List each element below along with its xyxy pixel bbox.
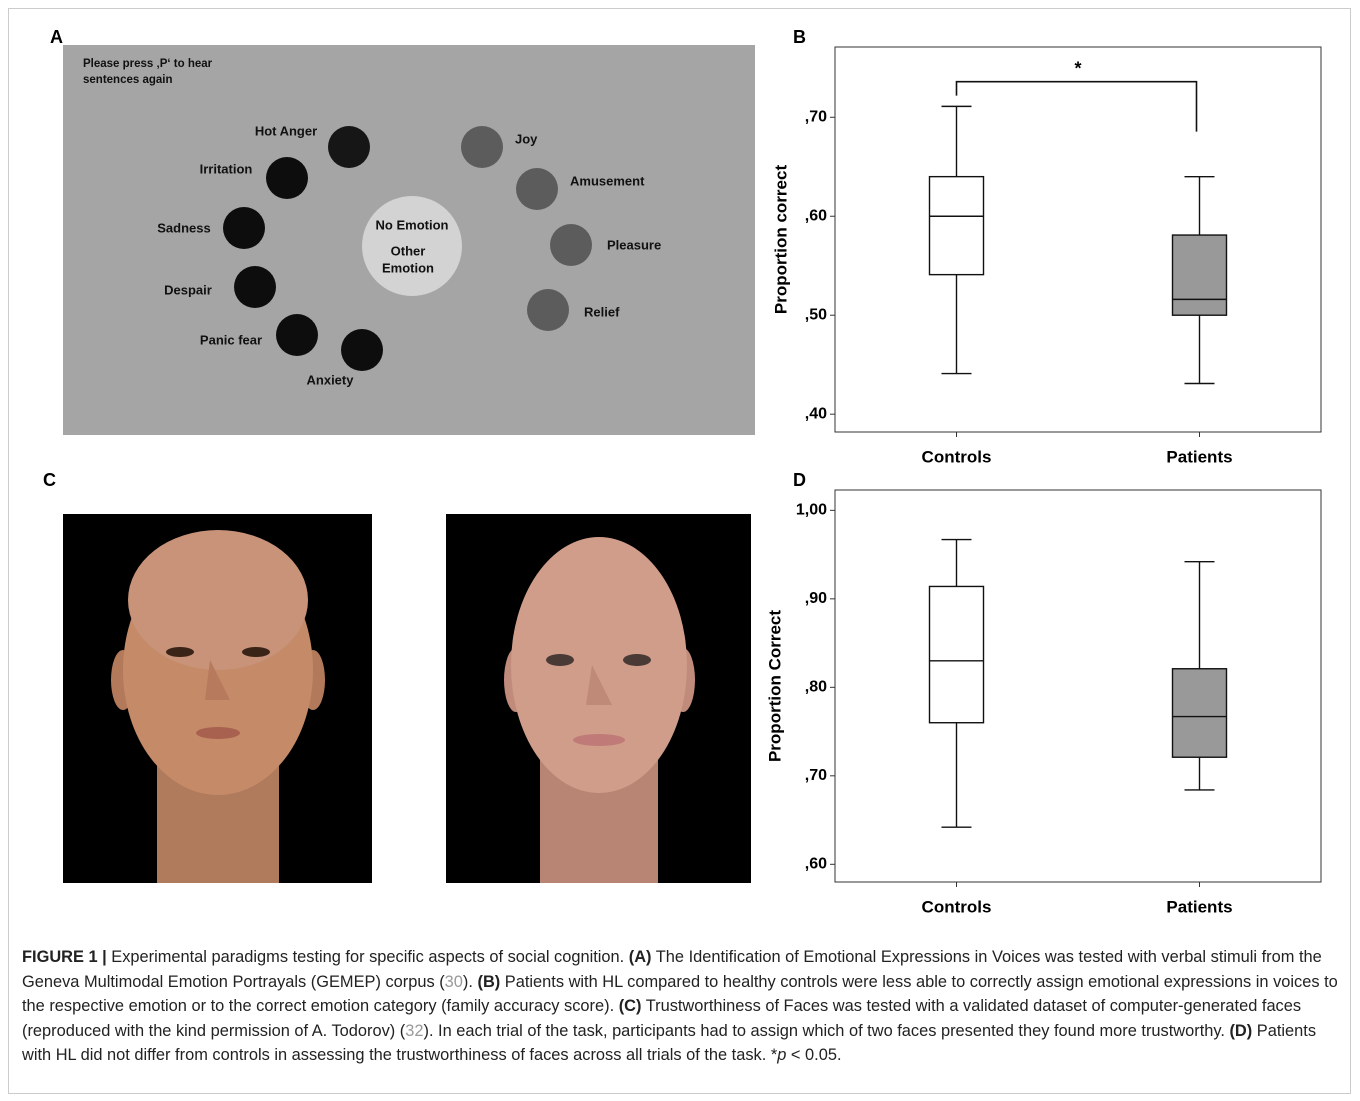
box [928,585,985,724]
caption-part: (A) [628,948,652,966]
caption-part: Experimental paradigms testing for speci… [106,948,629,966]
instruction: Please press ‚P‘ to hear [83,58,213,70]
face-right [446,514,751,883]
emotion-circle[interactable] [234,266,276,308]
figure [8,8,1351,1094]
y-tick-label: ,80 [805,679,827,696]
caption-part: < 0.05. [786,1046,842,1065]
y-tick-label: 1,00 [796,502,827,519]
emotion-circle[interactable] [266,157,308,199]
center-circle[interactable] [362,196,462,296]
emotion-label: Irritation [200,161,253,176]
panel-label: A [50,27,63,47]
caption-part: Patients with HL did not differ from con… [22,1021,1317,1065]
plot-frame [834,46,1322,433]
box [1171,234,1228,316]
emotion-label: Relief [584,304,620,319]
y-tick-label: ,60 [805,856,827,873]
caption-part: The Identification of Emotional Expressi… [22,948,1322,991]
y-axis-label: Proportion Correct [765,610,784,762]
panel-label: D [793,470,806,490]
caption-part: FIGURE 1 | [22,948,107,966]
center-label: Other [391,243,426,258]
emotion-label: Pleasure [607,237,661,252]
emotion-circle[interactable] [223,207,265,249]
caption: FIGURE 1 | Experimental paradigms testin… [22,945,1344,1068]
caption-part: (B) [477,972,501,991]
emotion-circle[interactable] [276,314,318,356]
y-tick-label: ,60 [805,207,827,224]
emotion-circle[interactable] [527,289,569,331]
x-tick-label: Controls [922,897,992,916]
emotion-label: Anxiety [307,372,355,387]
plot-frame [834,489,1322,883]
caption-part: (D) [1229,1021,1253,1040]
positive-circles [461,126,592,331]
x-tick-label: Patients [1166,447,1232,466]
caption-part: (C) [618,997,642,1016]
significance-star: * [1074,58,1081,78]
emotion-label: Panic fear [200,332,262,347]
caption-part: p [777,1046,787,1065]
y-tick-label: ,70 [805,767,827,784]
caption-part: ). [462,972,478,991]
caption-part: Trustworthiness of Faces was tested with… [22,997,1302,1040]
face-left [63,514,372,883]
y-axis-label: Proportion correct [771,165,790,315]
y-tick-label: ,70 [805,108,827,125]
emotion-circle[interactable] [461,126,503,168]
emotion-label: Amusement [570,173,645,188]
caption-part: ). In each trial of the task, participan… [423,1021,1230,1040]
y-tick-label: ,40 [805,405,827,422]
emotion-circle[interactable] [516,168,558,210]
negative-circles [223,126,383,371]
instruction: sentences again [83,74,172,86]
emotion-circle[interactable] [328,126,370,168]
panel-label: B [793,27,806,47]
emotion-label: Joy [515,131,538,146]
figure-panels: A B C D Please press ‚P‘ to hear sentenc… [43,27,1322,916]
emotion-label: Sadness [157,220,210,235]
box [1171,668,1228,758]
y-tick-label: ,90 [805,590,827,607]
box [928,175,985,276]
significance-bracket [955,80,1198,132]
x-tick-label: Controls [922,447,992,466]
center-label: No Emotion [376,217,449,232]
caption-part: Patients with HL compared to healthy con… [22,972,1338,1016]
reference[interactable]: 32 [405,1021,424,1040]
y-tick-label: ,50 [805,306,827,323]
x-tick-label: Patients [1166,897,1232,916]
emotion-label: Hot Anger [255,123,317,138]
emotion-circle[interactable] [341,329,383,371]
emotion-circle[interactable] [550,224,592,266]
caption-part: * [770,1046,778,1065]
panel-label: C [43,470,56,490]
center-label: Emotion [382,260,434,275]
reference[interactable]: 30 [444,972,463,991]
emotion-label: Despair [164,282,212,297]
